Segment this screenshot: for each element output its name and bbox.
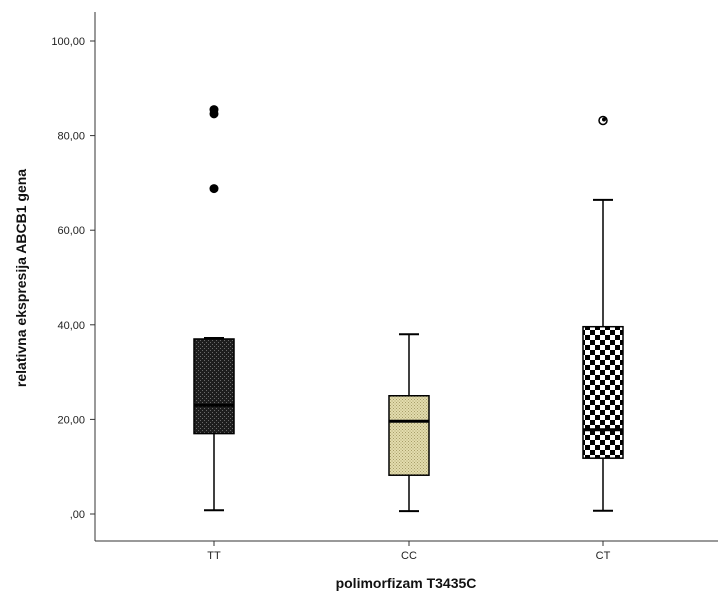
y-tick-label: 100,00 <box>51 36 85 48</box>
y-axis-title: relativna ekspresija ABCB1 gena <box>13 169 29 387</box>
y-tick-label: 80,00 <box>57 131 85 143</box>
outlier-point <box>209 105 219 115</box>
y-tick-label: 20,00 <box>57 414 85 426</box>
y-tick-label: ,00 <box>70 509 85 521</box>
outlier-point-core <box>602 117 606 122</box>
x-tick-label: CT <box>596 550 611 562</box>
axes <box>94 12 718 542</box>
y-ticks: ,00 20,00 40,00 60,00 80,00 100,00 <box>51 36 95 521</box>
y-tick-label: 40,00 <box>57 320 85 332</box>
iqr-box <box>582 325 624 459</box>
y-tick-label: 60,00 <box>57 225 85 237</box>
x-axis-title: polimorfizam T3435C <box>336 575 477 591</box>
iqr-box <box>388 395 430 476</box>
iqr-box <box>193 338 235 435</box>
x-tick-label: CC <box>401 550 417 562</box>
x-tick-label: TT <box>207 550 221 562</box>
boxes <box>193 105 624 513</box>
box-ct <box>582 115 624 512</box>
box-tt <box>193 105 235 512</box>
outlier-point <box>209 184 219 194</box>
box-cc <box>388 333 430 513</box>
x-ticks: TT CC CT <box>207 541 611 562</box>
